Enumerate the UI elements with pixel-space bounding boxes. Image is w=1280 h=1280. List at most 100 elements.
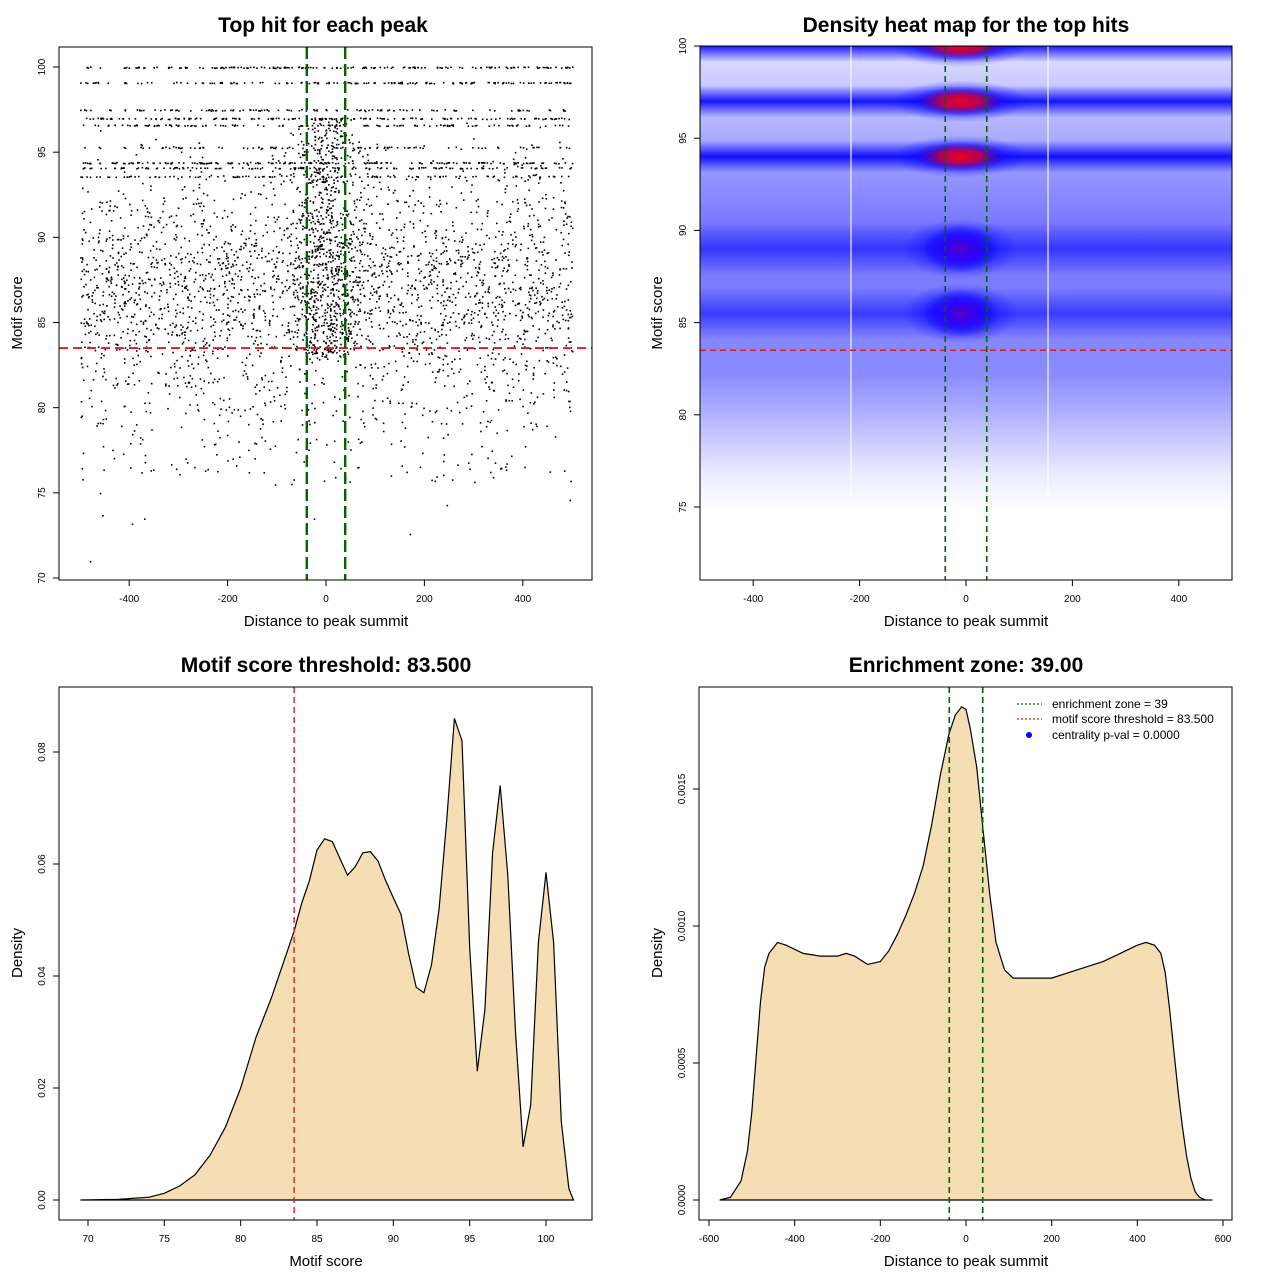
- scatter-point: [211, 67, 214, 69]
- scatter-point: [129, 125, 131, 127]
- scatter-point: [145, 410, 148, 413]
- scatter-point: [352, 149, 354, 152]
- scatter-point: [506, 117, 509, 120]
- panel4-x-label: Distance to peak summit: [884, 1253, 1049, 1270]
- scatter-point: [174, 117, 177, 120]
- scatter-point: [531, 287, 533, 290]
- scatter-point: [255, 245, 258, 247]
- scatter-point: [228, 329, 231, 332]
- scatter-point: [503, 176, 506, 179]
- scatter-point: [272, 301, 274, 304]
- scatter-point: [258, 306, 261, 309]
- scatter-point: [330, 215, 333, 217]
- scatter-point: [187, 297, 189, 300]
- scatter-point: [347, 303, 349, 305]
- scatter-point: [282, 290, 284, 292]
- scatter-point: [414, 288, 416, 290]
- scatter-point: [407, 275, 409, 278]
- scatter-point: [528, 300, 531, 303]
- scatter-point: [419, 331, 422, 333]
- scatter-point: [396, 241, 399, 243]
- scatter-point: [195, 125, 197, 128]
- scatter-point: [338, 190, 340, 192]
- scatter-point: [526, 260, 529, 263]
- scatter-point: [293, 305, 296, 308]
- scatter-point: [528, 291, 530, 294]
- scatter-point: [567, 313, 570, 316]
- scatter-point: [302, 67, 304, 69]
- scatter-point: [531, 144, 533, 146]
- scatter-point: [415, 178, 417, 181]
- scatter-point: [317, 274, 319, 276]
- scatter-point: [420, 166, 423, 169]
- scatter-point: [356, 250, 359, 252]
- scatter-point: [329, 328, 331, 331]
- scatter-point: [453, 109, 455, 112]
- scatter-point: [339, 125, 341, 127]
- scatter-point: [137, 167, 140, 169]
- scatter-point: [278, 251, 280, 253]
- scatter-point: [268, 252, 270, 255]
- scatter-point: [99, 492, 102, 495]
- scatter-point: [394, 189, 396, 192]
- scatter-point: [310, 221, 312, 224]
- scatter-point: [324, 309, 327, 311]
- scatter-point: [541, 251, 543, 253]
- scatter-point: [206, 167, 209, 169]
- scatter-point: [235, 250, 238, 253]
- scatter-point: [316, 179, 319, 181]
- scatter-point: [397, 200, 399, 203]
- scatter-point: [399, 82, 401, 85]
- scatter-point: [408, 352, 410, 354]
- scatter-point: [221, 110, 224, 112]
- scatter-point: [115, 176, 117, 179]
- scatter-point: [427, 175, 429, 178]
- scatter-point: [233, 283, 235, 285]
- scatter-point: [546, 66, 548, 69]
- scatter-point: [103, 371, 106, 374]
- scatter-point: [394, 321, 396, 323]
- scatter-point: [98, 146, 101, 149]
- scatter-point: [340, 270, 343, 272]
- scatter-point: [325, 178, 327, 181]
- scatter-point: [444, 124, 446, 127]
- scatter-point: [472, 176, 474, 178]
- scatter-point: [528, 110, 530, 112]
- scatter-point: [81, 238, 84, 240]
- scatter-point: [272, 67, 275, 69]
- scatter-point: [482, 162, 484, 164]
- scatter-point: [354, 323, 356, 325]
- scatter-point: [558, 167, 561, 169]
- scatter-point: [283, 118, 286, 120]
- scatter-point: [491, 321, 493, 324]
- scatter-point: [348, 139, 350, 141]
- scatter-point: [393, 174, 395, 177]
- scatter-point: [199, 286, 202, 288]
- scatter-point: [236, 82, 239, 85]
- scatter-point: [322, 176, 325, 179]
- scatter-point: [338, 255, 340, 257]
- scatter-point: [198, 310, 201, 313]
- scatter-point: [299, 156, 302, 159]
- scatter-point: [553, 118, 556, 121]
- scatter-point: [406, 292, 409, 295]
- scatter-point: [388, 286, 391, 288]
- scatter-point: [252, 328, 255, 330]
- scatter-point: [470, 167, 472, 170]
- scatter-point: [343, 350, 345, 352]
- scatter-point: [513, 161, 515, 164]
- scatter-point: [435, 410, 438, 412]
- scatter-point: [81, 258, 84, 261]
- scatter-point: [147, 228, 150, 231]
- scatter-point: [363, 162, 366, 164]
- scatter-point: [391, 320, 394, 323]
- scatter-point: [417, 66, 419, 69]
- scatter-point: [228, 334, 231, 336]
- scatter-point: [196, 162, 199, 165]
- scatter-point: [105, 240, 108, 242]
- scatter-point: [493, 257, 495, 260]
- scatter-point: [206, 301, 208, 304]
- scatter-point: [368, 205, 371, 207]
- scatter-point: [424, 166, 427, 169]
- scatter-point: [341, 376, 344, 378]
